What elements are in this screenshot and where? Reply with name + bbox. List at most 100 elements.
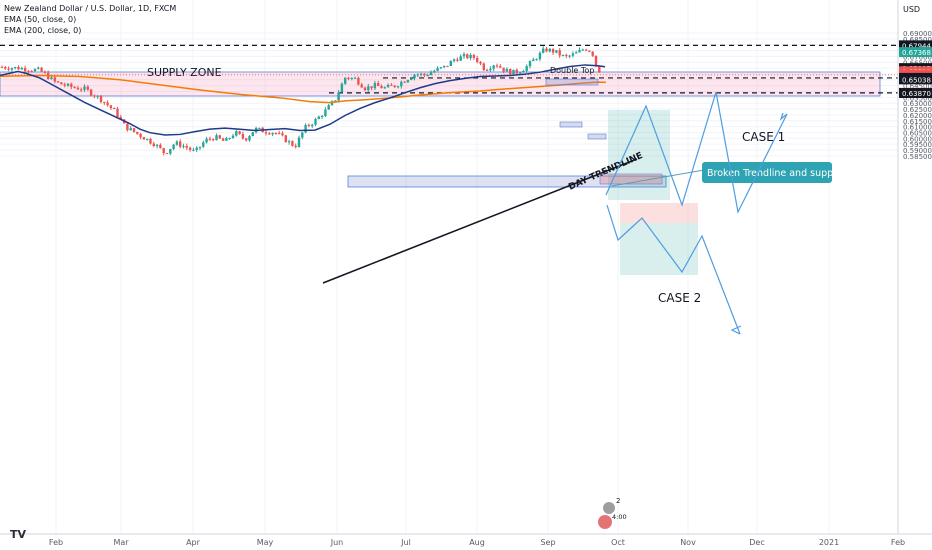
- candle: [311, 124, 314, 126]
- double-top-box: [545, 78, 599, 86]
- legend-ema50: EMA (50, close, 0): [4, 15, 77, 24]
- candle: [268, 133, 271, 135]
- candle: [198, 146, 202, 148]
- candle: [245, 138, 248, 141]
- x-tick-label: May: [257, 538, 274, 547]
- event-count: 2: [616, 497, 620, 505]
- price-label-box: [899, 74, 932, 85]
- candle: [588, 50, 591, 52]
- candle: [334, 100, 337, 102]
- chart-legend: New Zealand Dollar / U.S. Dollar, 1D, FX…: [4, 3, 176, 36]
- candle: [568, 55, 571, 57]
- candle: [528, 61, 532, 67]
- trendline: [322, 158, 638, 284]
- callout-pointer: [611, 169, 705, 187]
- candle: [373, 83, 377, 89]
- candle: [377, 83, 380, 87]
- candle: [429, 72, 433, 76]
- candle: [433, 70, 436, 73]
- candle: [278, 133, 281, 135]
- candle: [70, 83, 73, 88]
- candle: [119, 117, 122, 120]
- candle: [238, 131, 241, 134]
- candle: [525, 66, 528, 71]
- candle: [383, 87, 386, 89]
- candle: [482, 63, 485, 71]
- candle: [307, 124, 311, 126]
- event-icon: [603, 502, 615, 514]
- y-tick-label: 0.60500: [903, 129, 932, 137]
- candle: [4, 67, 7, 69]
- candle: [515, 69, 518, 74]
- y-tick-label: 0.60000: [903, 135, 932, 143]
- candle: [40, 67, 43, 72]
- candle: [456, 59, 459, 61]
- candle: [215, 135, 218, 141]
- case1-arrowhead: [779, 112, 788, 121]
- candle: [581, 49, 584, 51]
- candle: [367, 86, 370, 91]
- candle: [129, 128, 132, 131]
- candle: [208, 138, 212, 140]
- price-label: 0.65038: [902, 76, 931, 84]
- callout-box: [702, 162, 832, 183]
- candle: [545, 48, 548, 52]
- candle: [225, 138, 228, 141]
- case2-path: [606, 204, 741, 335]
- candle: [416, 74, 419, 76]
- price-label: 0.67368: [902, 49, 931, 57]
- candle: [499, 66, 502, 68]
- price-label-box: [899, 47, 932, 58]
- candle: [578, 49, 581, 53]
- candle: [350, 77, 353, 79]
- candle: [66, 83, 70, 86]
- candle: [462, 54, 466, 57]
- ema50-line: [0, 64, 606, 136]
- candle: [452, 59, 456, 61]
- case1-label: CASE 1: [742, 130, 785, 144]
- x-tick-label: Aug: [469, 538, 485, 547]
- legend-symbol: New Zealand Dollar / U.S. Dollar, 1D, FX…: [4, 4, 177, 13]
- candle: [132, 128, 136, 132]
- candle: [231, 135, 235, 138]
- candle: [535, 59, 538, 61]
- candle: [459, 56, 462, 61]
- candle: [116, 108, 119, 118]
- candle: [172, 144, 175, 149]
- candle: [185, 145, 188, 148]
- candle: [202, 142, 205, 147]
- candle: [390, 84, 393, 86]
- y-tick-label: 0.63000: [903, 100, 932, 108]
- candle: [353, 77, 357, 79]
- candle: [228, 137, 231, 139]
- candle: [179, 141, 182, 147]
- price-label-box: [899, 40, 932, 51]
- candle: [165, 153, 169, 155]
- candle: [195, 147, 198, 150]
- case1-path: [605, 91, 788, 214]
- candle: [370, 86, 373, 89]
- candle: [149, 138, 152, 144]
- candle: [472, 54, 476, 58]
- price-label: 0.67944: [902, 42, 931, 50]
- candle: [314, 119, 317, 125]
- candle: [446, 65, 449, 67]
- candle: [406, 79, 410, 83]
- x-tick-label: Feb: [49, 538, 63, 547]
- y-tick-label: 0.67000: [903, 53, 932, 61]
- y-tick-label: 0.68500: [903, 36, 932, 44]
- break-zone-box: [599, 173, 663, 185]
- x-tick-label: Dec: [749, 538, 764, 547]
- candle: [142, 137, 146, 140]
- candle: [80, 89, 83, 91]
- small-zone-box: [559, 121, 583, 128]
- candle: [218, 135, 221, 139]
- y-tick-label: 0.59000: [903, 147, 932, 155]
- y-tick-label: 0.61500: [903, 118, 932, 126]
- y-tick-label: 0.58500: [903, 153, 932, 161]
- x-tick-label: 2021: [819, 538, 839, 547]
- candle: [50, 77, 53, 80]
- candle: [60, 82, 63, 85]
- tradingview-logo-icon: TV: [10, 528, 27, 541]
